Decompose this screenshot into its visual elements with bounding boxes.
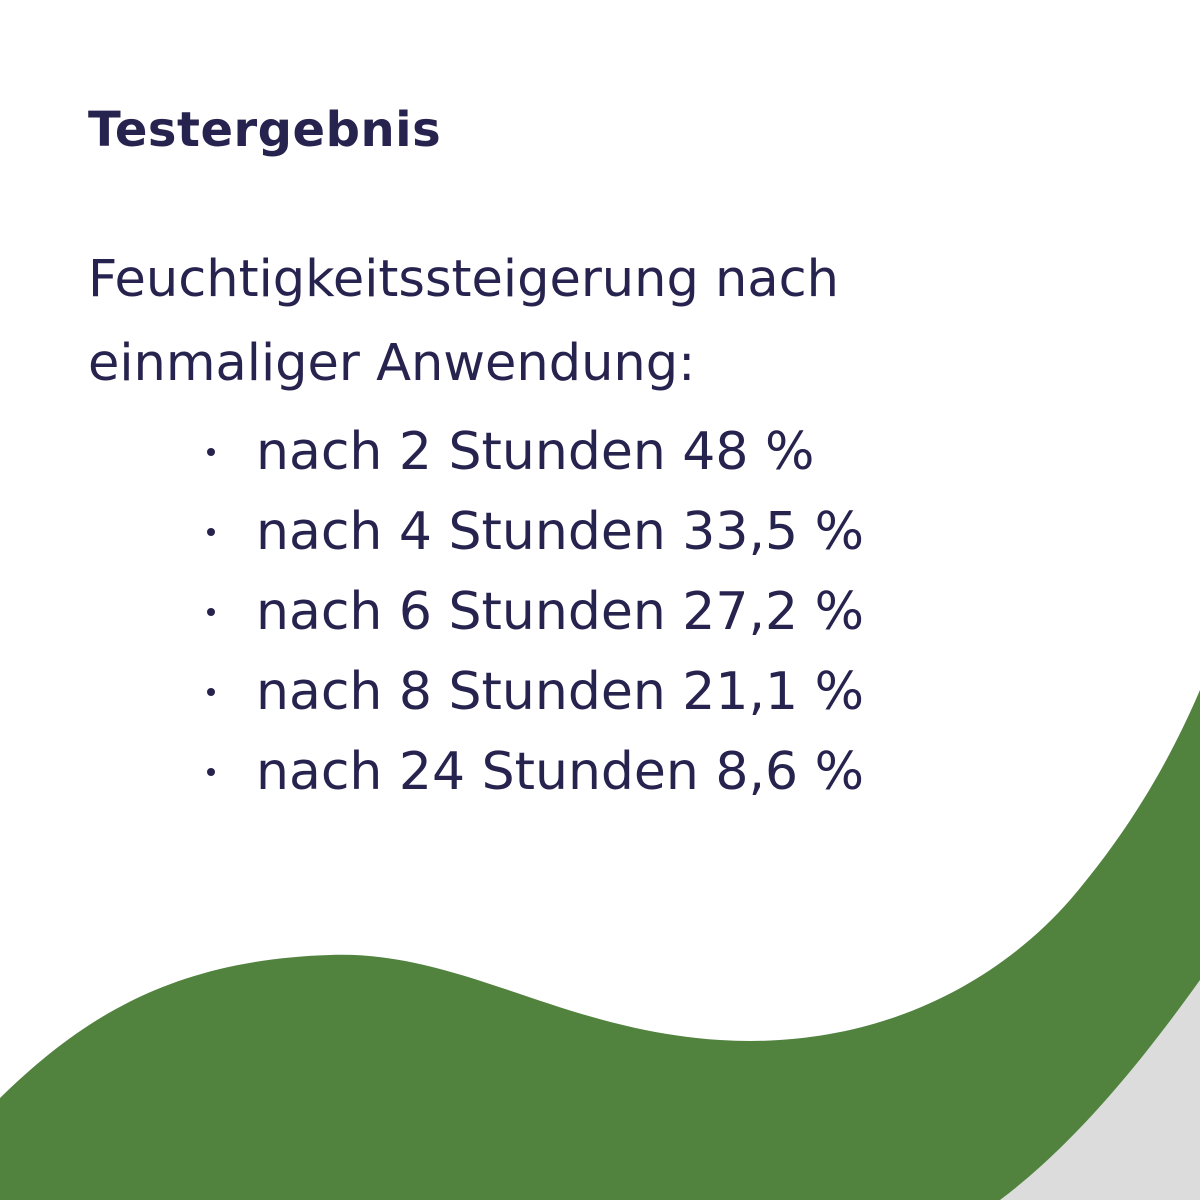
result-label: nach 8 Stunden 21,1 % (256, 662, 865, 722)
result-label: nach 24 Stunden 8,6 % (256, 742, 865, 802)
page-title: Testergebnis (88, 102, 442, 158)
green-wave-shape (0, 690, 1200, 1200)
list-item: nach 24 Stunden 8,6 % (200, 732, 864, 812)
bullet-icon (207, 688, 215, 696)
bullet-icon (207, 448, 215, 456)
bullet-icon (207, 608, 215, 616)
list-item: nach 2 Stunden 48 % (200, 412, 864, 492)
intro-text: Feuchtigkeitssteigerung nach einmaliger … (88, 238, 1088, 406)
result-label: nach 6 Stunden 27,2 % (256, 582, 865, 642)
intro-line-2: einmaliger Anwendung: (88, 334, 696, 393)
grey-wave-shape (1000, 980, 1200, 1200)
results-list: nach 2 Stunden 48 % nach 4 Stunden 33,5 … (200, 412, 864, 812)
result-label: nach 2 Stunden 48 % (256, 422, 815, 482)
list-item: nach 4 Stunden 33,5 % (200, 492, 864, 572)
result-label: nach 4 Stunden 33,5 % (256, 502, 865, 562)
list-item: nach 6 Stunden 27,2 % (200, 572, 864, 652)
intro-line-1: Feuchtigkeitssteigerung nach (88, 250, 839, 309)
list-item: nach 8 Stunden 21,1 % (200, 652, 864, 732)
bullet-icon (207, 528, 215, 536)
bullet-icon (207, 768, 215, 776)
